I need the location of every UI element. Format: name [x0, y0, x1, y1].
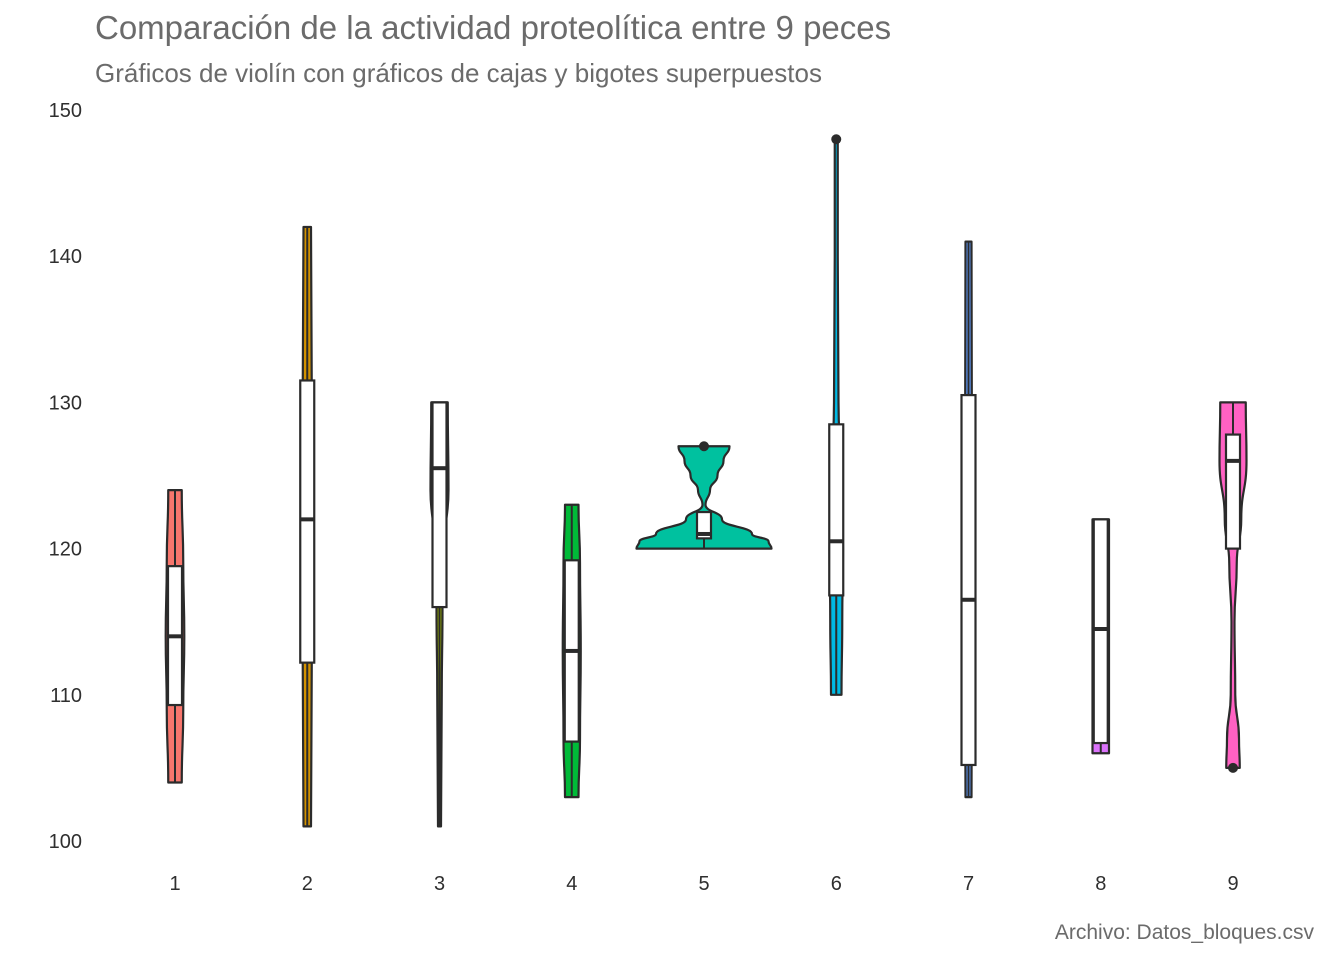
box-6 [828, 423, 845, 597]
chart-subtitle: Gráficos de violín con gráficos de cajas… [95, 58, 822, 88]
outlier-point [699, 441, 709, 452]
outlier-point [831, 134, 842, 145]
y-tick-label: 130 [49, 392, 82, 414]
y-tick-label: 110 [50, 685, 82, 707]
x-tick-label: 8 [1095, 873, 1106, 895]
box-3 [431, 401, 448, 609]
x-tick-label: 7 [963, 873, 974, 895]
box-9 [1224, 433, 1242, 550]
x-tick-label: 9 [1227, 873, 1238, 895]
violin-5 [635, 445, 773, 550]
x-tick-label: 4 [566, 873, 577, 895]
y-tick-label: 120 [49, 539, 82, 561]
chart-title: Comparación de la actividad proteolítica… [95, 9, 892, 46]
y-tick-label: 150 [49, 100, 82, 122]
x-tick-label: 2 [302, 873, 313, 895]
y-tick-label: 100 [49, 831, 82, 853]
x-tick-label: 1 [169, 873, 180, 895]
box-2 [299, 379, 316, 664]
box-7 [960, 393, 977, 767]
x-tick-label: 6 [831, 873, 842, 895]
chart-caption: Archivo: Datos_bloques.csv [1054, 921, 1314, 944]
x-tick-label: 3 [434, 873, 445, 895]
x-tick-label: 5 [698, 873, 709, 895]
y-tick-label: 140 [49, 246, 82, 268]
box-8 [1092, 518, 1109, 745]
box-5 [695, 510, 713, 540]
outlier-point [1228, 762, 1238, 773]
